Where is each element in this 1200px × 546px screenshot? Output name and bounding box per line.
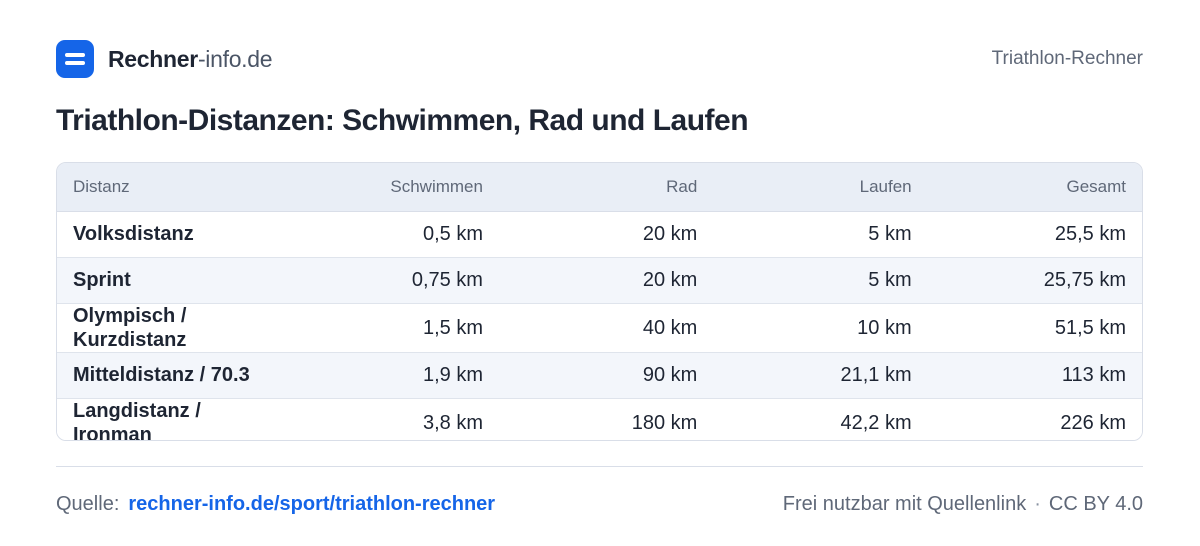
- source-link[interactable]: rechner-info.de/sport/triathlon-rechner: [128, 492, 496, 515]
- cell-gesamt: 25,75 km: [1043, 269, 1126, 291]
- cell-distanz: Olympisch / Kurzdistanz: [73, 304, 187, 351]
- brand-name-bold: Rechner: [108, 45, 198, 72]
- cell-rad: 20 km: [642, 223, 698, 245]
- calculator-label: Triathlon-Rechner: [991, 48, 1143, 69]
- footer: Quelle: rechner-info.de/sport/triathlon-r…: [56, 490, 1143, 518]
- cell-rad: 40 km: [642, 316, 698, 339]
- cell-gesamt: 25,5 km: [1054, 223, 1126, 245]
- source-label: Quelle:: [56, 492, 120, 515]
- column-header-rad: Rad: [498, 163, 714, 212]
- cell-distanz: Sprint: [73, 269, 131, 291]
- column-header-gesamt: Gesamt: [927, 163, 1142, 212]
- cell-gesamt: 51,5 km: [1054, 316, 1126, 339]
- page-title: Triathlon-Distanzen: Schwimmen, Rad und …: [56, 104, 749, 137]
- cell-rad: 180 km: [631, 411, 698, 434]
- column-header-schwimmen: Schwimmen: [284, 163, 499, 212]
- brand-name: Rechner-info.de: [108, 45, 273, 73]
- brand[interactable]: Rechner-info.de: [56, 40, 273, 78]
- license-text: Frei nutzbar mit Quellenlink: [782, 492, 1027, 515]
- column-header-distanz: Distanz: [57, 163, 285, 212]
- table-row: Sprint 0,75 km 20 km 5 km 25,75 km: [57, 257, 1142, 303]
- license-info: Frei nutzbar mit Quellenlink · CC BY 4.0: [783, 493, 1143, 516]
- cell-schwimmen: 0,75 km: [411, 269, 483, 291]
- header: Rechner-info.de Triathlon-Rechner: [56, 40, 1143, 78]
- cell-distanz: Mitteldistanz / 70.3: [73, 364, 250, 386]
- cell-schwimmen: 1,9 km: [422, 364, 483, 386]
- cell-gesamt: 226 km: [1060, 411, 1126, 434]
- column-header-laufen: Laufen: [713, 163, 928, 212]
- cell-laufen: 10 km: [857, 316, 912, 339]
- license-name: CC BY 4.0: [1048, 492, 1143, 515]
- brand-name-light: -info.de: [197, 45, 273, 72]
- cell-laufen: 5 km: [868, 223, 912, 245]
- distance-table: Distanz Schwimmen Rad Laufen Gesamt Volk…: [56, 162, 1143, 441]
- cell-rad: 20 km: [642, 269, 698, 291]
- cell-distanz: Volksdistanz: [73, 223, 194, 245]
- cell-laufen: 21,1 km: [840, 364, 912, 386]
- table-row: Mitteldistanz / 70.3 1,9 km 90 km 21,1 k…: [57, 352, 1142, 398]
- cell-laufen: 42,2 km: [840, 411, 912, 434]
- cell-laufen: 5 km: [868, 269, 912, 291]
- table-row: Volksdistanz 0,5 km 20 km 5 km 25,5 km: [57, 211, 1142, 257]
- menu-lines-icon: [56, 40, 94, 78]
- table-row: Olympisch / Kurzdistanz 1,5 km 40 km 10 …: [57, 303, 1142, 352]
- cell-schwimmen: 3,8 km: [422, 411, 483, 434]
- table-row: Langdistanz / Ironman 3,8 km 180 km 42,2…: [57, 398, 1142, 441]
- cell-distanz: Langdistanz / Ironman: [73, 399, 201, 441]
- table-header-row: Distanz Schwimmen Rad Laufen Gesamt: [57, 163, 1142, 212]
- footer-divider: [56, 466, 1143, 467]
- license-separator: ·: [1034, 492, 1041, 515]
- cell-rad: 90 km: [642, 364, 698, 386]
- source-attribution: Quelle: rechner-info.de/sport/triathlon-r…: [56, 493, 495, 516]
- cell-schwimmen: 1,5 km: [422, 316, 483, 339]
- cell-schwimmen: 0,5 km: [422, 223, 483, 245]
- cell-gesamt: 113 km: [1061, 364, 1126, 386]
